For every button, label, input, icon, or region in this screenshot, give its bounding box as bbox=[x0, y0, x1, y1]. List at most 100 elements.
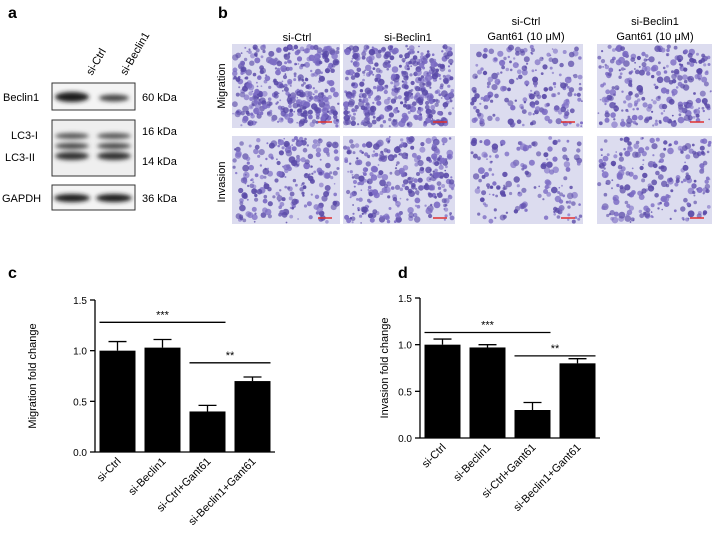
cell bbox=[351, 82, 356, 87]
cell bbox=[429, 86, 432, 89]
cell bbox=[266, 142, 269, 145]
cell bbox=[325, 220, 329, 224]
cell bbox=[441, 137, 448, 144]
cell bbox=[269, 109, 273, 113]
cell bbox=[626, 110, 629, 113]
cell bbox=[293, 44, 299, 50]
y-tick-label: 1.5 bbox=[398, 294, 412, 305]
cell bbox=[535, 69, 537, 72]
cell bbox=[318, 55, 322, 59]
cell bbox=[281, 197, 286, 202]
cell bbox=[671, 88, 678, 96]
cell bbox=[248, 91, 253, 96]
cell bbox=[378, 170, 384, 176]
cell bbox=[279, 201, 285, 207]
cell bbox=[263, 175, 267, 179]
micrographs bbox=[232, 44, 712, 224]
cell bbox=[496, 185, 501, 190]
cell bbox=[512, 122, 516, 126]
cell bbox=[356, 157, 359, 160]
cell bbox=[545, 88, 548, 91]
cell bbox=[358, 175, 365, 182]
cell bbox=[392, 47, 399, 54]
cell bbox=[619, 72, 623, 76]
cell bbox=[350, 216, 356, 221]
cell bbox=[372, 101, 375, 104]
cell bbox=[698, 77, 701, 81]
cell bbox=[601, 50, 604, 53]
cell bbox=[601, 96, 608, 103]
y-tick-label: 1.0 bbox=[398, 341, 412, 352]
cell bbox=[543, 215, 549, 220]
cell bbox=[536, 151, 542, 157]
cell bbox=[571, 201, 576, 206]
cell bbox=[411, 183, 416, 188]
cell bbox=[696, 187, 703, 193]
column-header: Gant61 (10 μM) bbox=[487, 31, 564, 43]
cell bbox=[353, 60, 360, 68]
cell bbox=[335, 124, 339, 128]
cell bbox=[240, 124, 243, 127]
cell bbox=[479, 118, 485, 124]
cell bbox=[318, 99, 321, 102]
cell bbox=[634, 69, 640, 75]
cell bbox=[479, 102, 482, 105]
cell bbox=[359, 214, 363, 218]
cell bbox=[573, 154, 580, 161]
panel-label: c bbox=[8, 265, 17, 282]
cell bbox=[615, 151, 617, 153]
cell bbox=[396, 161, 400, 165]
error-bar bbox=[433, 338, 452, 345]
cell bbox=[425, 100, 430, 106]
cell bbox=[565, 167, 571, 172]
cell bbox=[687, 76, 691, 81]
cell bbox=[526, 62, 529, 65]
cell bbox=[250, 112, 254, 116]
cell bbox=[293, 72, 297, 76]
cell bbox=[574, 46, 579, 52]
cell bbox=[426, 72, 429, 75]
cell bbox=[400, 101, 404, 105]
cell bbox=[288, 104, 292, 108]
cell bbox=[297, 141, 303, 147]
cell bbox=[693, 92, 696, 95]
cell bbox=[394, 96, 398, 100]
cell bbox=[651, 143, 658, 150]
cell bbox=[240, 111, 245, 116]
x-tick-label: si-Beclin1 bbox=[451, 442, 493, 484]
cell bbox=[696, 68, 703, 74]
cell bbox=[560, 82, 567, 89]
cell bbox=[376, 116, 381, 122]
cell bbox=[667, 147, 674, 155]
cell bbox=[540, 163, 547, 170]
y-axis-title: Migration fold change bbox=[27, 323, 39, 428]
cell bbox=[543, 152, 549, 158]
cell bbox=[648, 162, 653, 168]
cell bbox=[399, 54, 403, 59]
cell bbox=[624, 200, 629, 205]
cell bbox=[276, 160, 281, 166]
cell bbox=[409, 58, 417, 65]
y-tick-label: 0.5 bbox=[73, 397, 87, 408]
cell bbox=[390, 186, 395, 190]
cell bbox=[253, 95, 257, 99]
cell bbox=[309, 85, 313, 89]
cell bbox=[318, 182, 324, 188]
cell bbox=[670, 189, 674, 193]
cell bbox=[391, 89, 398, 97]
cell bbox=[325, 45, 331, 52]
cell bbox=[484, 98, 487, 101]
cell bbox=[255, 48, 260, 53]
cell bbox=[291, 144, 294, 147]
cell bbox=[356, 46, 359, 49]
cell bbox=[505, 180, 512, 188]
cell bbox=[605, 205, 608, 209]
cell bbox=[318, 80, 321, 83]
cell bbox=[634, 68, 636, 70]
cell bbox=[638, 69, 645, 76]
cell bbox=[416, 155, 422, 160]
cell bbox=[604, 102, 607, 106]
cell bbox=[504, 97, 509, 103]
cell bbox=[486, 85, 490, 89]
cell bbox=[350, 143, 355, 149]
